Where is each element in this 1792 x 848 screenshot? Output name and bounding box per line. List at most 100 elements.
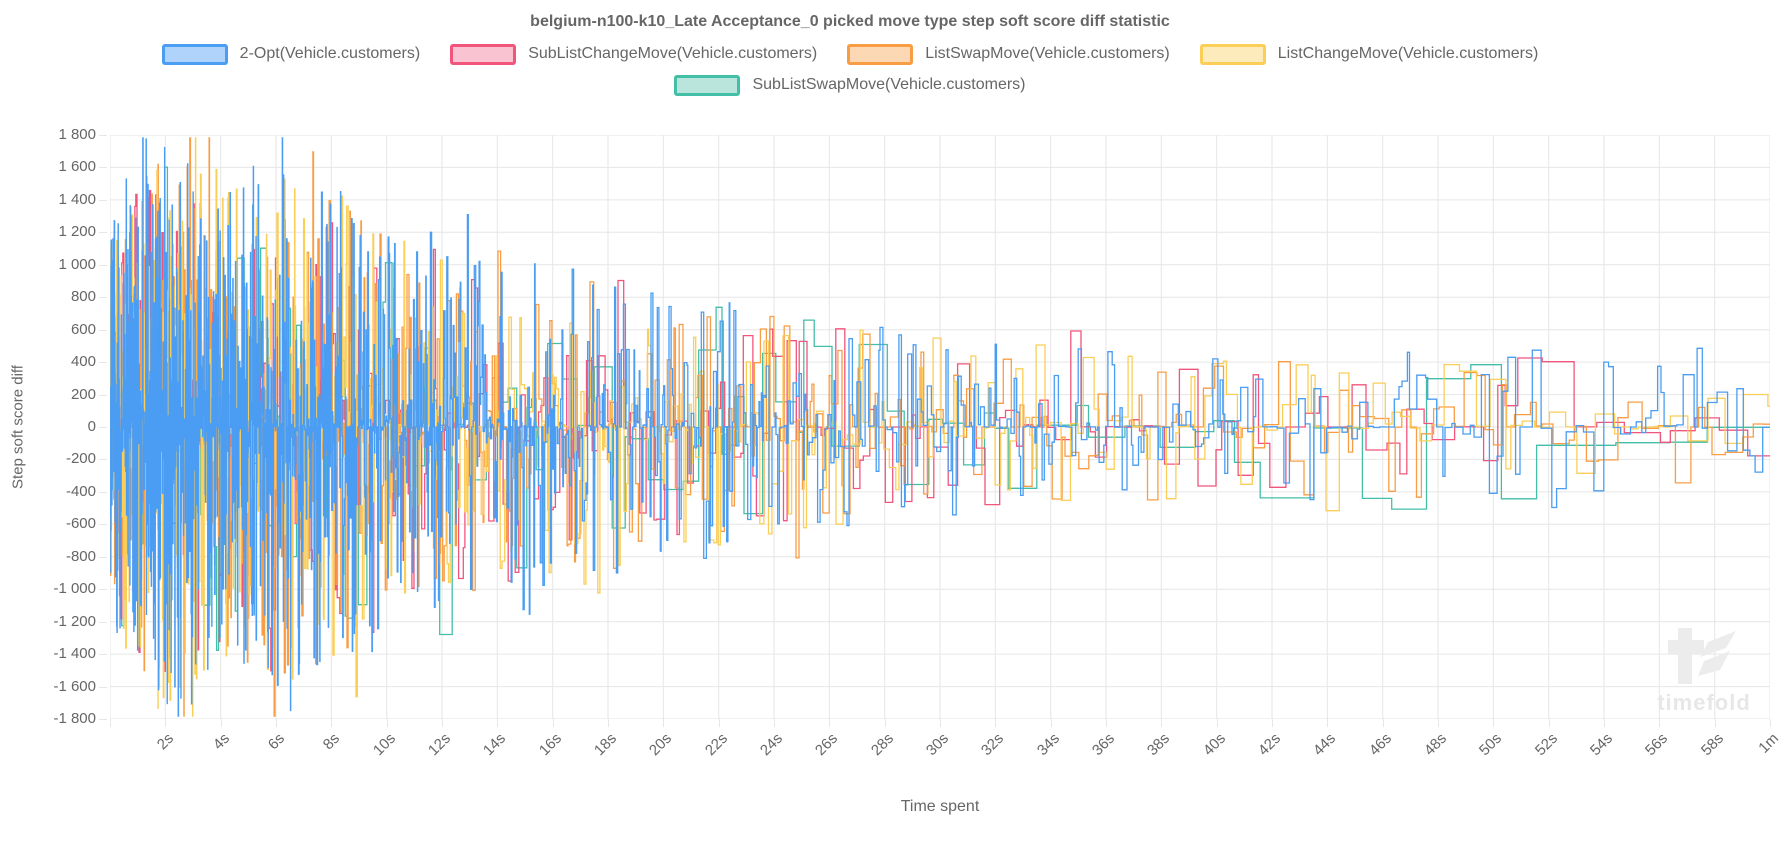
- x-tick-label: 14s: [480, 730, 510, 760]
- y-tick-label: -1 400: [53, 645, 96, 663]
- x-tick-mark: [1272, 719, 1273, 727]
- legend-swatch: [450, 43, 517, 65]
- x-tick-mark: [1438, 719, 1439, 727]
- y-tick-mark: [99, 459, 107, 461]
- x-tick-mark: [497, 719, 499, 727]
- legend-swatch: [674, 74, 741, 96]
- y-tick-mark: [99, 297, 107, 299]
- x-tick-label: 46s: [1365, 730, 1395, 760]
- x-tick-mark: [829, 719, 831, 727]
- y-tick-label: -1 000: [53, 580, 96, 598]
- y-tick-mark: [99, 654, 107, 656]
- y-tick-mark: [99, 167, 107, 169]
- x-tick-label: 2s: [154, 730, 178, 754]
- y-tick-label: 1 200: [58, 223, 96, 241]
- legend-item-label: ListSwapMove(Vehicle.customers): [925, 45, 1170, 62]
- y-tick-label: 1 400: [58, 190, 96, 208]
- chart-header: belgium-n100-k10_Late Acceptance_0 picke…: [0, 0, 1700, 96]
- legend-item[interactable]: 2-Opt(Vehicle.customers): [161, 43, 421, 65]
- y-tick-mark: [99, 556, 107, 558]
- x-tick-mark: [442, 719, 443, 727]
- legend-item[interactable]: ListChangeMove(Vehicle.customers): [1199, 43, 1539, 65]
- x-tick-mark: [995, 719, 997, 727]
- x-tick-mark: [718, 719, 720, 727]
- x-tick-label: 1m: [1755, 730, 1783, 757]
- y-tick-label: 400: [70, 353, 96, 371]
- x-tick-mark: [1327, 719, 1329, 727]
- x-tick-mark: [1548, 719, 1550, 727]
- y-tick-mark: [99, 329, 107, 331]
- y-tick-mark: [99, 427, 107, 428]
- x-tick-label: 10s: [369, 730, 399, 760]
- y-tick-mark: [99, 491, 107, 493]
- x-tick-mark: [1382, 719, 1384, 727]
- y-tick-label: 200: [70, 385, 96, 403]
- x-tick-mark: [1770, 719, 1771, 727]
- x-tick-mark: [1493, 719, 1495, 727]
- watermark-label: timefold: [1657, 690, 1751, 715]
- x-tick-label: 58s: [1697, 730, 1727, 760]
- legend-row: 2-Opt(Vehicle.customers) SubListChangeMov…: [0, 43, 1700, 65]
- x-tick-label: 26s: [812, 730, 842, 760]
- x-tick-label: 22s: [701, 730, 731, 760]
- legend-item[interactable]: SubListChangeMove(Vehicle.customers): [450, 43, 817, 65]
- x-tick-label: 56s: [1642, 730, 1672, 760]
- y-tick-mark: [99, 199, 107, 201]
- legend-item[interactable]: ListSwapMove(Vehicle.customers): [847, 43, 1170, 65]
- legend-swatch: [847, 43, 914, 65]
- x-tick-label: 4s: [209, 730, 233, 754]
- legend-swatch: [161, 43, 228, 65]
- legend-item-label: SubListSwapMove(Vehicle.customers): [752, 76, 1026, 93]
- x-tick-label: 32s: [978, 730, 1008, 760]
- y-tick-label: -1 200: [53, 612, 96, 630]
- chart-title: belgium-n100-k10_Late Acceptance_0 picke…: [530, 13, 1170, 30]
- y-tick-mark: [99, 719, 107, 720]
- x-tick-mark: [884, 719, 886, 727]
- x-tick-mark: [552, 719, 554, 727]
- y-tick-label: -400: [65, 482, 96, 500]
- y-tick-mark: [99, 394, 107, 396]
- y-tick-label: -600: [65, 515, 96, 533]
- y-tick-label: 600: [70, 320, 96, 338]
- y-tick-mark: [99, 621, 107, 623]
- x-tick-mark: [1106, 719, 1107, 727]
- y-tick-label: 800: [70, 288, 96, 306]
- x-tick-label: 8s: [320, 730, 344, 754]
- x-tick-label: 16s: [535, 730, 565, 760]
- x-tick-mark: [276, 719, 277, 727]
- y-tick-mark: [99, 524, 107, 526]
- y-tick-label: 1 600: [58, 158, 96, 176]
- x-tick-label: 50s: [1476, 730, 1506, 760]
- x-tick-mark: [1161, 719, 1163, 727]
- x-tick-mark: [386, 719, 388, 727]
- x-tick-label: 44s: [1310, 730, 1340, 760]
- x-tick-mark: [165, 719, 167, 727]
- legend: 2-Opt(Vehicle.customers) SubListChangeMov…: [0, 43, 1700, 96]
- y-tick-mark: [99, 362, 107, 364]
- x-tick-mark: [663, 719, 665, 727]
- x-axis-title: Time spent: [900, 798, 980, 815]
- y-tick-mark: [99, 232, 107, 234]
- y-tick-mark: [99, 686, 107, 688]
- y-tick-label: -1 800: [53, 710, 96, 727]
- x-tick-label: 38s: [1144, 730, 1174, 760]
- x-tick-label: 28s: [867, 730, 897, 760]
- x-tick-label: 34s: [1033, 730, 1063, 760]
- legend-swatch: [1199, 43, 1266, 65]
- x-tick-mark: [1050, 719, 1052, 727]
- plot-area[interactable]: [110, 135, 1770, 719]
- y-tick-label: -1 600: [53, 677, 96, 695]
- x-tick-label: 52s: [1531, 730, 1561, 760]
- x-tick-mark: [1714, 719, 1716, 727]
- series-line-2-Opt(Vehicle.customers): [110, 137, 1770, 717]
- x-tick-mark: [220, 719, 222, 727]
- legend-item-label: 2-Opt(Vehicle.customers): [239, 45, 421, 62]
- legend-item-label: ListChangeMove(Vehicle.customers): [1277, 45, 1539, 62]
- x-tick-mark: [1216, 719, 1218, 727]
- y-tick-mark: [99, 135, 107, 136]
- legend-item[interactable]: SubListSwapMove(Vehicle.customers): [674, 74, 1026, 96]
- timefold-logo-icon: [1668, 628, 1736, 684]
- legend-row: SubListSwapMove(Vehicle.customers): [0, 74, 1700, 96]
- y-tick-label: 0: [87, 418, 96, 435]
